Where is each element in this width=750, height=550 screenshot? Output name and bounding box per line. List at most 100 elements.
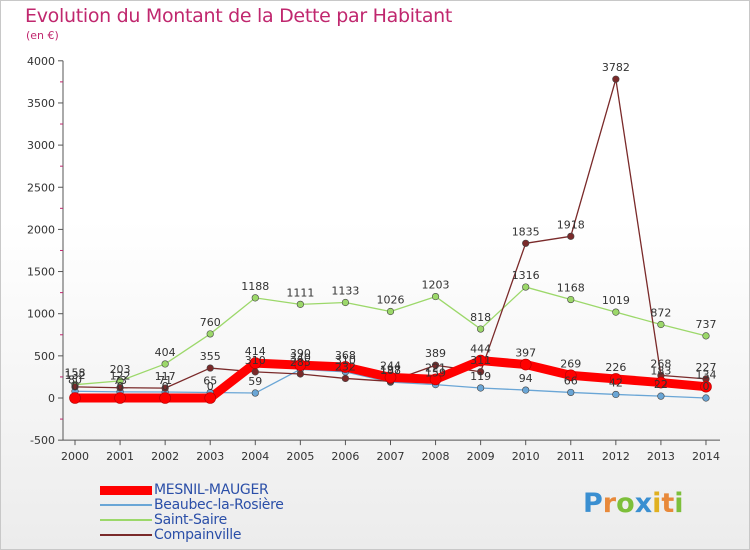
data-label: 159 bbox=[425, 367, 446, 380]
x-tick-label: 2003 bbox=[196, 450, 224, 463]
data-point bbox=[702, 394, 710, 402]
data-point bbox=[384, 371, 397, 384]
data-label: 310 bbox=[245, 354, 266, 367]
data-label: 132 bbox=[65, 369, 86, 382]
logo-letter: o bbox=[616, 488, 635, 519]
data-label: 226 bbox=[605, 361, 626, 374]
x-tick-label: 2006 bbox=[331, 450, 359, 463]
y-tick-label: -500 bbox=[30, 434, 55, 447]
data-label: 0 bbox=[117, 380, 124, 393]
data-point bbox=[522, 283, 530, 291]
data-point bbox=[474, 354, 487, 367]
x-tick-label: 2010 bbox=[512, 450, 540, 463]
data-label: 227 bbox=[695, 361, 716, 374]
data-point bbox=[339, 361, 352, 373]
data-point bbox=[249, 357, 262, 369]
data-point bbox=[161, 360, 169, 368]
data-label: 1918 bbox=[557, 218, 585, 231]
data-point bbox=[702, 332, 710, 340]
data-label: 818 bbox=[470, 311, 491, 324]
data-label: 94 bbox=[519, 372, 533, 385]
data-label: 232 bbox=[335, 360, 356, 373]
x-tick-label: 2004 bbox=[241, 450, 269, 463]
data-label: 66 bbox=[564, 374, 578, 387]
logo-letter: t bbox=[661, 488, 675, 519]
y-tick-label: 1500 bbox=[27, 266, 55, 279]
y-tick-label: 0 bbox=[48, 392, 55, 405]
data-label: 221 bbox=[425, 361, 446, 374]
data-label: 1133 bbox=[331, 284, 359, 297]
legend-label: Compainville bbox=[154, 527, 242, 543]
data-point bbox=[251, 294, 259, 302]
data-label: 355 bbox=[200, 350, 221, 363]
y-tick-label: 4000 bbox=[27, 55, 55, 68]
data-point bbox=[341, 374, 350, 383]
data-label: 368 bbox=[335, 349, 356, 362]
data-point bbox=[477, 325, 485, 333]
data-label: 22 bbox=[654, 378, 668, 391]
legend-swatch bbox=[100, 504, 152, 506]
data-point bbox=[206, 364, 214, 372]
x-tick-label: 2014 bbox=[692, 450, 720, 463]
data-point bbox=[655, 376, 667, 389]
data-label: 3782 bbox=[602, 61, 630, 74]
data-point bbox=[431, 361, 440, 369]
data-label: 158 bbox=[65, 367, 86, 380]
data-point bbox=[251, 389, 259, 397]
data-label: 285 bbox=[290, 356, 311, 369]
data-label: 0 bbox=[72, 380, 79, 393]
legend-swatch bbox=[100, 519, 152, 521]
data-label: 269 bbox=[560, 357, 581, 370]
data-point bbox=[161, 384, 169, 392]
chart-subtitle: (en €) bbox=[26, 29, 59, 42]
data-point bbox=[429, 373, 442, 386]
legend-swatch bbox=[100, 485, 152, 495]
data-label: 1188 bbox=[241, 280, 269, 293]
data-point bbox=[296, 300, 304, 308]
data-label: 71 bbox=[158, 374, 172, 387]
proxiti-logo: Proxiti bbox=[583, 488, 684, 519]
data-label: 203 bbox=[110, 363, 131, 376]
x-tick-label: 2001 bbox=[106, 450, 134, 463]
data-label: 760 bbox=[200, 316, 221, 329]
data-label: 737 bbox=[695, 318, 716, 331]
x-tick-label: 2012 bbox=[602, 450, 630, 463]
data-point bbox=[116, 384, 124, 392]
data-point bbox=[294, 359, 307, 371]
x-tick-label: 2000 bbox=[61, 450, 89, 463]
data-label: 1026 bbox=[376, 294, 404, 307]
data-point bbox=[431, 292, 440, 301]
data-label: 197 bbox=[380, 363, 401, 376]
data-label: 1019 bbox=[602, 294, 630, 307]
data-label: 73 bbox=[113, 374, 127, 387]
data-label: 310 bbox=[335, 354, 356, 367]
data-label: 340 bbox=[290, 351, 311, 364]
data-label: 244 bbox=[380, 359, 401, 372]
data-point bbox=[567, 295, 575, 304]
data-label: 134 bbox=[695, 369, 716, 382]
data-label: 65 bbox=[203, 375, 217, 388]
data-label: 188 bbox=[380, 364, 401, 377]
data-label: 404 bbox=[155, 346, 176, 359]
chart-title: Evolution du Montant de la Dette par Hab… bbox=[25, 5, 453, 27]
y-tick-label: 2000 bbox=[27, 223, 55, 236]
data-label: 117 bbox=[155, 370, 176, 383]
data-labels: 0 0 0 0 414 390 368 244 221 444 397 269 226 183 134 80 7… bbox=[65, 61, 717, 393]
data-point bbox=[612, 75, 620, 83]
data-point bbox=[657, 392, 665, 400]
data-point bbox=[114, 392, 126, 404]
data-point bbox=[204, 392, 217, 404]
data-label: 390 bbox=[290, 347, 311, 360]
logo-letter: r bbox=[602, 488, 617, 519]
legend-swatch bbox=[100, 534, 152, 536]
data-point bbox=[522, 386, 530, 394]
series-line-3 bbox=[74, 78, 707, 389]
data-point bbox=[657, 320, 665, 329]
legend-label: MESNIL-MAUGER bbox=[154, 482, 269, 498]
data-point bbox=[159, 392, 171, 404]
data-point bbox=[341, 298, 350, 307]
data-label: 268 bbox=[650, 357, 671, 370]
data-point bbox=[567, 232, 575, 240]
